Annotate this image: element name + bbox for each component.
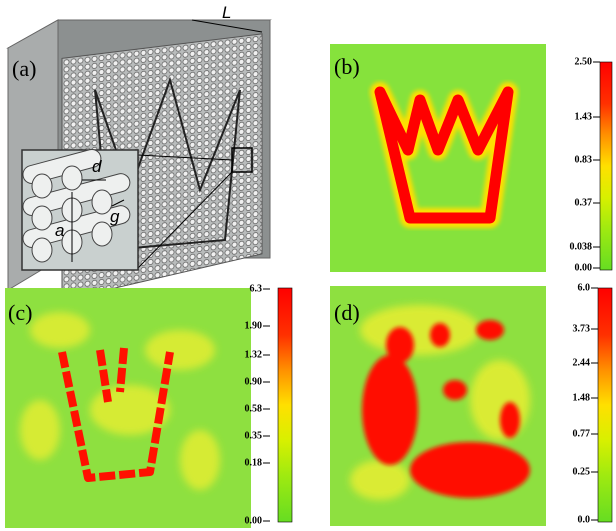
colorbar-tick-label: 3.73 xyxy=(573,323,591,334)
colorbar-tick-label: 1.48 xyxy=(573,392,591,403)
dim-a: a xyxy=(55,221,64,240)
colorbar-tick-label: 0.18 xyxy=(245,457,263,468)
colorbar-tick-label: 0.37 xyxy=(575,197,593,208)
colorbar-tick-label: 0.0 xyxy=(578,514,591,525)
colorbar-ticks: 2.50 1.43 0.83 0.37 0.038 0.00 xyxy=(570,56,600,273)
zoom-line xyxy=(137,154,233,161)
hotspot xyxy=(362,320,530,498)
colorbar-ticks: 6.3 1.90 1.32 0.90 0.58 0.35 0.18 0.00 xyxy=(245,283,270,526)
colorbar-tick-label: 1.90 xyxy=(245,320,263,331)
colorbar-tick-label: 0.00 xyxy=(245,515,263,526)
dim-d: d xyxy=(92,157,102,176)
panel-c: (c) 6.3 1.90 1.32 0.90 0.58 0.35 0.18 0.00 xyxy=(5,283,293,528)
colorbar-tick-label: 0.90 xyxy=(245,376,263,387)
crown-hotspot xyxy=(58,347,174,482)
colorbar xyxy=(599,61,613,271)
panel-b: (b) 2.50 1.43 0.83 0.37 0.038 0.00 xyxy=(330,44,613,273)
crown-hotspot xyxy=(374,86,514,224)
panel-label: (a) xyxy=(12,56,36,81)
dim-g-line xyxy=(111,199,125,207)
panel-label: (b) xyxy=(334,54,360,79)
colorbar-tick-label: 1.32 xyxy=(245,349,263,360)
panel-label: (c) xyxy=(8,300,32,325)
colorbar-tick-label: 2.50 xyxy=(575,56,593,67)
colorbar-tick-label: 0.58 xyxy=(245,403,263,414)
inset: d g a xyxy=(21,148,139,271)
colorbar xyxy=(277,287,293,523)
colorbar-tick-label: 2.44 xyxy=(573,357,591,368)
colorbar-tick-label: 0.00 xyxy=(575,262,593,273)
dim-l: L xyxy=(222,3,231,22)
colorbar-ticks: 6.0 3.73 2.44 1.48 0.77 0.25 0.0 xyxy=(573,282,598,525)
panel-d: (d) 6.0 3.73 2.44 1.48 0.77 0.25 0.0 xyxy=(330,282,613,526)
colorbar-tick-label: 6.0 xyxy=(578,282,591,293)
colorbar-tick-label: 1.43 xyxy=(575,111,593,122)
colorbar-tick-label: 6.3 xyxy=(250,283,263,294)
colorbar xyxy=(597,287,613,523)
dim-g: g xyxy=(110,207,120,226)
dim-l-line xyxy=(191,19,263,33)
zoom-line xyxy=(137,171,233,269)
colorbar-tick-label: 0.35 xyxy=(245,430,263,441)
panel-a: d g a L (a) xyxy=(6,3,272,302)
colorbar-tick-label: 0.038 xyxy=(570,241,593,252)
panel-label: (d) xyxy=(334,300,360,325)
colorbar-tick-label: 0.77 xyxy=(573,428,591,439)
colorbar-tick-label: 0.83 xyxy=(575,154,593,165)
colorbar-tick-label: 0.25 xyxy=(573,466,591,477)
